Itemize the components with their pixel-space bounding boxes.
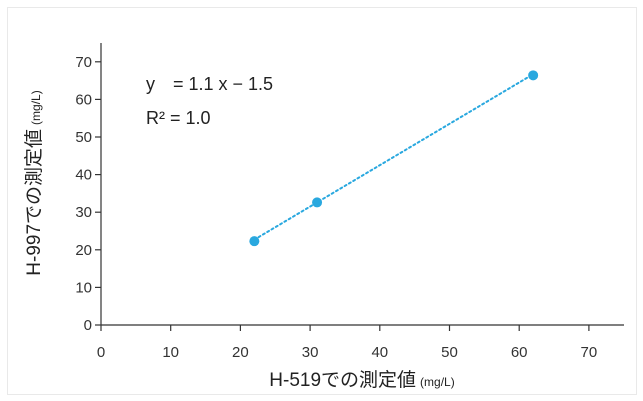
data-point: [249, 236, 260, 247]
y-tick-label: 20: [75, 242, 92, 259]
x-tick-label: 50: [441, 344, 458, 361]
y-tick-label: 60: [75, 91, 92, 108]
y-tick-label: 10: [75, 279, 92, 296]
x-ticks: 0 10 20 30 40 50 60 70: [97, 325, 597, 361]
y-tick-label: 30: [75, 204, 92, 221]
x-tick-label: 40: [371, 344, 388, 361]
plot-area: [249, 70, 539, 247]
y-axis-unit: (mg/L): [29, 90, 43, 125]
x-tick-label: 10: [162, 344, 179, 361]
data-point: [312, 197, 323, 208]
y-tick-label: 70: [75, 54, 92, 71]
data-point: [528, 70, 539, 81]
x-tick-label: 30: [302, 344, 319, 361]
y-tick-label: 0: [84, 317, 92, 334]
r-squared-annotation: R² = 1.0: [146, 108, 211, 128]
y-ticks: 0 10 20 30 40 50 60 70: [75, 54, 101, 334]
x-axis-title-text: H-519での測定値: [269, 369, 416, 391]
x-axis-unit: (mg/L): [420, 375, 455, 389]
x-tick-label: 0: [97, 344, 105, 361]
trendline: [253, 73, 535, 241]
y-tick-label: 50: [75, 129, 92, 146]
x-tick-label: 60: [511, 344, 528, 361]
x-tick-label: 70: [581, 344, 598, 361]
equation-annotation: y = 1.1 x − 1.5: [146, 74, 273, 94]
y-tick-label: 40: [75, 167, 92, 184]
y-axis-title: H-997での測定値 (mg/L): [23, 90, 45, 275]
axes: [100, 43, 624, 326]
x-tick-label: 20: [232, 344, 249, 361]
y-axis-title-text: H-997での測定値: [23, 129, 45, 276]
x-axis-title: H-519での測定値 (mg/L): [269, 369, 454, 391]
